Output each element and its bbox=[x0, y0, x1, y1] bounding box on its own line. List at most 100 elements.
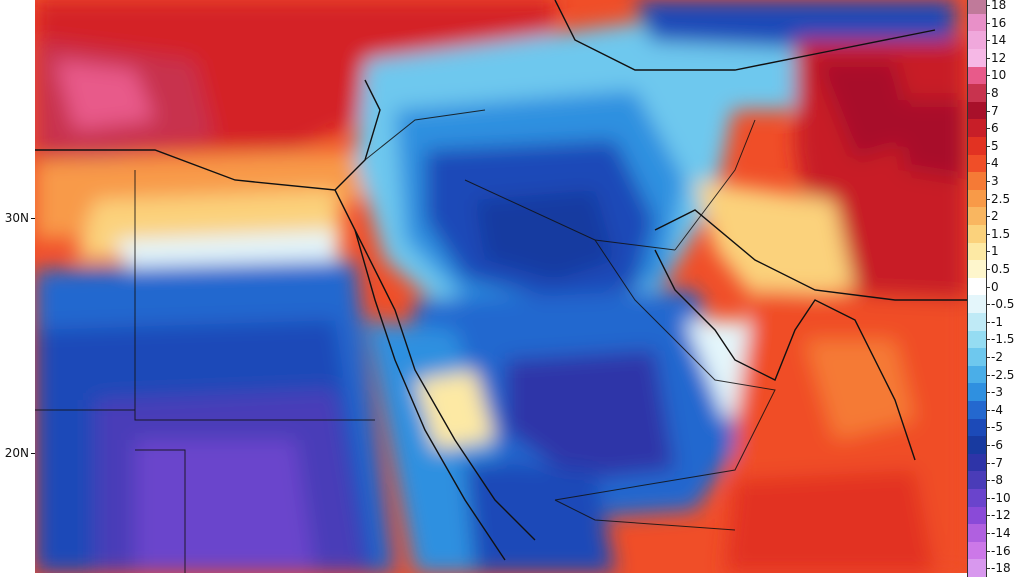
colorbar-tick bbox=[987, 22, 990, 24]
colorbar-swatch bbox=[967, 436, 987, 454]
colorbar-label: 2 bbox=[991, 209, 999, 224]
colorbar-label: 5 bbox=[991, 138, 999, 153]
colorbar-label: 4 bbox=[991, 156, 999, 171]
colorbar-label: -1.5 bbox=[991, 332, 1015, 347]
colorbar-label: 3 bbox=[991, 174, 999, 188]
colorbar-label: -18 bbox=[991, 561, 1011, 576]
colorbar-label: -2 bbox=[991, 350, 1003, 364]
colorbar-label: 16 bbox=[991, 15, 1007, 30]
colorbar-tick bbox=[987, 339, 990, 341]
colorbar-swatch bbox=[967, 66, 987, 85]
colorbar-swatch bbox=[967, 524, 987, 542]
colorbar-label: 12 bbox=[991, 50, 1007, 65]
temperature-anomaly-map bbox=[35, 0, 967, 573]
colorbar-swatch bbox=[967, 506, 987, 525]
colorbar-swatch bbox=[967, 49, 987, 67]
colorbar-tick bbox=[987, 251, 990, 253]
colorbar-swatch bbox=[967, 348, 987, 366]
colorbar-label: -5 bbox=[991, 420, 1003, 435]
colorbar-swatch bbox=[967, 31, 987, 49]
colorbar-tick bbox=[987, 462, 990, 464]
colorbar-tick bbox=[987, 392, 990, 394]
colorbar-label: 10 bbox=[991, 68, 1007, 83]
country-borders bbox=[35, 109, 776, 573]
colorbar-swatch bbox=[967, 260, 987, 278]
colorbar-swatch bbox=[967, 119, 987, 137]
colorbar-swatch bbox=[967, 277, 987, 296]
colorbar-tick bbox=[987, 286, 990, 288]
colorbar-label: 0 bbox=[991, 279, 999, 294]
colorbar-label: 1 bbox=[991, 244, 999, 259]
colorbar-legend: 18 16 14 12 10 8 7 6 5 4 3 2.5 2 1.5 1 0.5 0 -0.5 -1 -1.5 -2… bbox=[967, 0, 1024, 577]
colorbar-swatch bbox=[967, 13, 987, 32]
colorbar-label: 8 bbox=[991, 86, 999, 100]
colorbar-swatch bbox=[967, 383, 987, 401]
lat-label-20n: 20N bbox=[4, 446, 29, 460]
colorbar-swatch bbox=[967, 401, 987, 419]
colorbar-tick bbox=[987, 515, 990, 517]
colorbar-label: -3 bbox=[991, 385, 1003, 400]
colorbar-label: 7 bbox=[991, 103, 999, 118]
colorbar-tick bbox=[987, 233, 990, 235]
colorbar-label: 1.5 bbox=[991, 226, 1011, 241]
colorbar-label: -14 bbox=[991, 526, 1011, 540]
colorbar-label: -8 bbox=[991, 473, 1003, 488]
colorbar-tick bbox=[987, 5, 990, 6]
colorbar-swatch bbox=[967, 471, 987, 489]
colorbar-swatch bbox=[967, 154, 987, 173]
colorbar-swatch bbox=[967, 225, 987, 243]
colorbar-label: -12 bbox=[991, 508, 1011, 523]
lat-label-30n: 30N bbox=[4, 211, 29, 225]
colorbar-label: 6 bbox=[991, 121, 999, 136]
colorbar-label: -1 bbox=[991, 314, 1003, 329]
colorbar-tick bbox=[987, 533, 990, 534]
colorbar-swatch bbox=[967, 489, 987, 507]
anomaly-field bbox=[35, 0, 967, 573]
map-panel[interactable] bbox=[35, 0, 967, 573]
colorbar-label: -4 bbox=[991, 402, 1003, 417]
colorbar-label: 14 bbox=[991, 33, 1007, 48]
colorbar-label: -6 bbox=[991, 438, 1003, 452]
colorbar-label: -10 bbox=[991, 490, 1011, 505]
colorbar-tick bbox=[987, 269, 990, 270]
colorbar-tick bbox=[987, 445, 990, 446]
colorbar-tick bbox=[987, 128, 990, 130]
colorbar-tick bbox=[987, 40, 990, 42]
colorbar-label: -16 bbox=[991, 543, 1011, 558]
colorbar-tick bbox=[987, 480, 990, 482]
colorbar-tick bbox=[987, 374, 990, 376]
colorbar-swatch bbox=[967, 84, 987, 102]
colorbar-swatch bbox=[967, 0, 987, 14]
colorbar-swatch bbox=[967, 330, 987, 349]
colorbar-tick bbox=[987, 181, 990, 182]
colorbar-swatch bbox=[967, 365, 987, 384]
colorbar-tick bbox=[987, 409, 990, 411]
colorbar-swatch bbox=[967, 559, 987, 577]
colorbar-swatch bbox=[967, 172, 987, 190]
latitude-axis: 30N 20N bbox=[0, 0, 35, 573]
colorbar-tick bbox=[987, 550, 990, 552]
colorbar-tick bbox=[987, 216, 990, 218]
colorbar-label: 0.5 bbox=[991, 262, 1011, 276]
colorbar-tick bbox=[987, 75, 990, 77]
colorbar-swatch bbox=[967, 137, 987, 155]
colorbar-tick bbox=[987, 198, 990, 200]
lat-tick-20n bbox=[31, 453, 35, 454]
colorbar-swatch bbox=[967, 453, 987, 472]
colorbar-tick bbox=[987, 93, 990, 94]
colorbar-swatch bbox=[967, 541, 987, 560]
colorbar-label: -7 bbox=[991, 455, 1003, 470]
colorbar-swatch bbox=[967, 242, 987, 261]
colorbar-tick bbox=[987, 110, 990, 112]
colorbar-tick bbox=[987, 568, 990, 570]
colorbar-swatch bbox=[967, 418, 987, 437]
colorbar-tick bbox=[987, 321, 990, 323]
colorbar-tick bbox=[987, 497, 990, 499]
colorbar-tick bbox=[987, 304, 990, 306]
colorbar-label: -2.5 bbox=[991, 367, 1015, 382]
colorbar-label: 2.5 bbox=[991, 191, 1011, 206]
colorbar-swatch bbox=[967, 189, 987, 208]
colorbar-tick bbox=[987, 57, 990, 59]
colorbar-tick bbox=[987, 145, 990, 147]
